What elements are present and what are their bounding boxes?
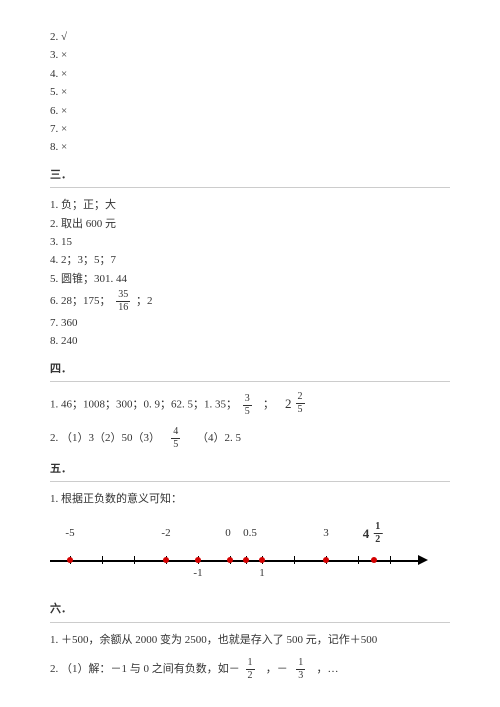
answer-line: 4. 2；3；5；7 bbox=[50, 253, 450, 268]
judge-line: 5. × bbox=[50, 85, 450, 100]
text: ，… bbox=[317, 663, 339, 675]
section-three-body: 1. 负；正；大 2. 取出 600 元 3. 15 4. 2；3；5；7 5.… bbox=[50, 198, 450, 350]
axis-label-mixed: 412 bbox=[363, 522, 386, 545]
section-four-heading: 四． bbox=[50, 362, 450, 382]
answer-line: 2. （1）解：－1 与 0 之间有负数，如－ 1 2 ，－ 1 3 ，… bbox=[50, 658, 450, 681]
numerator: 35 bbox=[116, 290, 130, 302]
judge-line: 8. × bbox=[50, 140, 450, 155]
judge-line: 7. × bbox=[50, 122, 450, 137]
section-five-body: 1. 根据正负数的意义可知： -5 -2 -1 0 0.5 1 3 412 bbox=[50, 492, 450, 582]
axis-label: 0.5 bbox=[243, 526, 257, 541]
point-dot bbox=[163, 557, 169, 563]
answer-line: 2. （1）3（2）50（3） 4 5 （4）2. 5 bbox=[50, 427, 450, 450]
denominator: 5 bbox=[243, 406, 252, 417]
section-two-answers: 2. √ 3. × 4. × 5. × 6. × 7. × 8. × bbox=[50, 30, 450, 156]
answer-line: 1. 46；1008；300；0. 9；62. 5；1. 35； 3 5 ； 2… bbox=[50, 392, 450, 416]
axis-label: 0 bbox=[225, 526, 231, 541]
answer-line: 6. 28；175； 35 16 ；2 bbox=[50, 290, 450, 313]
axis-label: -5 bbox=[65, 526, 74, 541]
tick bbox=[358, 556, 359, 564]
point-dot bbox=[67, 557, 73, 563]
axis-label: 1 bbox=[259, 566, 265, 581]
denominator: 16 bbox=[116, 302, 130, 313]
judge-line: 2. √ bbox=[50, 30, 450, 45]
text: 2. （1）3（2）50（3） bbox=[50, 432, 160, 444]
axis-label: -2 bbox=[161, 526, 170, 541]
point-dot bbox=[243, 557, 249, 563]
answer-line: 5. 圆锥；301. 44 bbox=[50, 272, 450, 287]
numerator: 1 bbox=[296, 658, 305, 670]
point-dot bbox=[195, 557, 201, 563]
denominator: 5 bbox=[171, 439, 180, 450]
fraction: 3 5 bbox=[243, 394, 252, 417]
section-five-heading: 五． bbox=[50, 462, 450, 482]
answer-line: 1. 根据正负数的意义可知： bbox=[50, 492, 450, 507]
section-four-body: 1. 46；1008；300；0. 9；62. 5；1. 35； 3 5 ； 2… bbox=[50, 392, 450, 449]
fraction: 4 5 bbox=[171, 427, 180, 450]
axis-label: 3 bbox=[323, 526, 329, 541]
numberline: -5 -2 -1 0 0.5 1 3 412 bbox=[50, 522, 430, 582]
judge-line: 3. × bbox=[50, 48, 450, 63]
section-six-heading: 六． bbox=[50, 602, 450, 622]
arrow-right-icon bbox=[418, 555, 428, 565]
text: 6. 28；175； bbox=[50, 295, 111, 307]
text: ；2 bbox=[136, 295, 153, 307]
tick bbox=[134, 556, 135, 564]
text: （4）2. 5 bbox=[197, 432, 241, 444]
fraction: 1 2 bbox=[246, 658, 255, 681]
fraction: 35 16 bbox=[116, 290, 130, 313]
numerator: 4 bbox=[171, 427, 180, 439]
point-dot bbox=[259, 557, 265, 563]
answer-line: 3. 15 bbox=[50, 235, 450, 250]
denominator: 2 bbox=[246, 670, 255, 681]
answer-line: 8. 240 bbox=[50, 334, 450, 349]
answer-line: 2. 取出 600 元 bbox=[50, 217, 450, 232]
denominator: 3 bbox=[296, 670, 305, 681]
tick bbox=[390, 556, 391, 564]
judge-line: 6. × bbox=[50, 104, 450, 119]
whole-part: 2 bbox=[285, 395, 292, 413]
answer-line: 7. 360 bbox=[50, 316, 450, 331]
numberline-figure: -5 -2 -1 0 0.5 1 3 412 bbox=[50, 522, 450, 582]
point-dot bbox=[323, 557, 329, 563]
numberline-axis bbox=[50, 560, 420, 562]
axis-label: -1 bbox=[193, 566, 202, 581]
judge-line: 4. × bbox=[50, 67, 450, 82]
text: ，－ bbox=[266, 663, 288, 675]
text: ； bbox=[263, 399, 274, 411]
tick bbox=[102, 556, 103, 564]
point-dot bbox=[227, 557, 233, 563]
denominator: 5 bbox=[296, 404, 305, 415]
section-six-body: 1. ＋500，余额从 2000 变为 2500，也就是存入了 500 元，记作… bbox=[50, 633, 450, 681]
answer-line: 1. 负；正；大 bbox=[50, 198, 450, 213]
point-dot bbox=[371, 557, 377, 563]
mixed-fraction: 2 2 5 bbox=[285, 392, 308, 415]
numerator: 3 bbox=[243, 394, 252, 406]
fraction: 2 5 bbox=[296, 392, 305, 415]
numerator: 1 bbox=[246, 658, 255, 670]
fraction: 1 3 bbox=[296, 658, 305, 681]
section-three-heading: 三． bbox=[50, 168, 450, 188]
tick bbox=[294, 556, 295, 564]
text: 2. （1）解：－1 与 0 之间有负数，如－ bbox=[50, 663, 240, 675]
text: 1. 46；1008；300；0. 9；62. 5；1. 35； bbox=[50, 399, 237, 411]
answer-line: 1. ＋500，余额从 2000 变为 2500，也就是存入了 500 元，记作… bbox=[50, 633, 450, 648]
numerator: 2 bbox=[296, 392, 305, 404]
